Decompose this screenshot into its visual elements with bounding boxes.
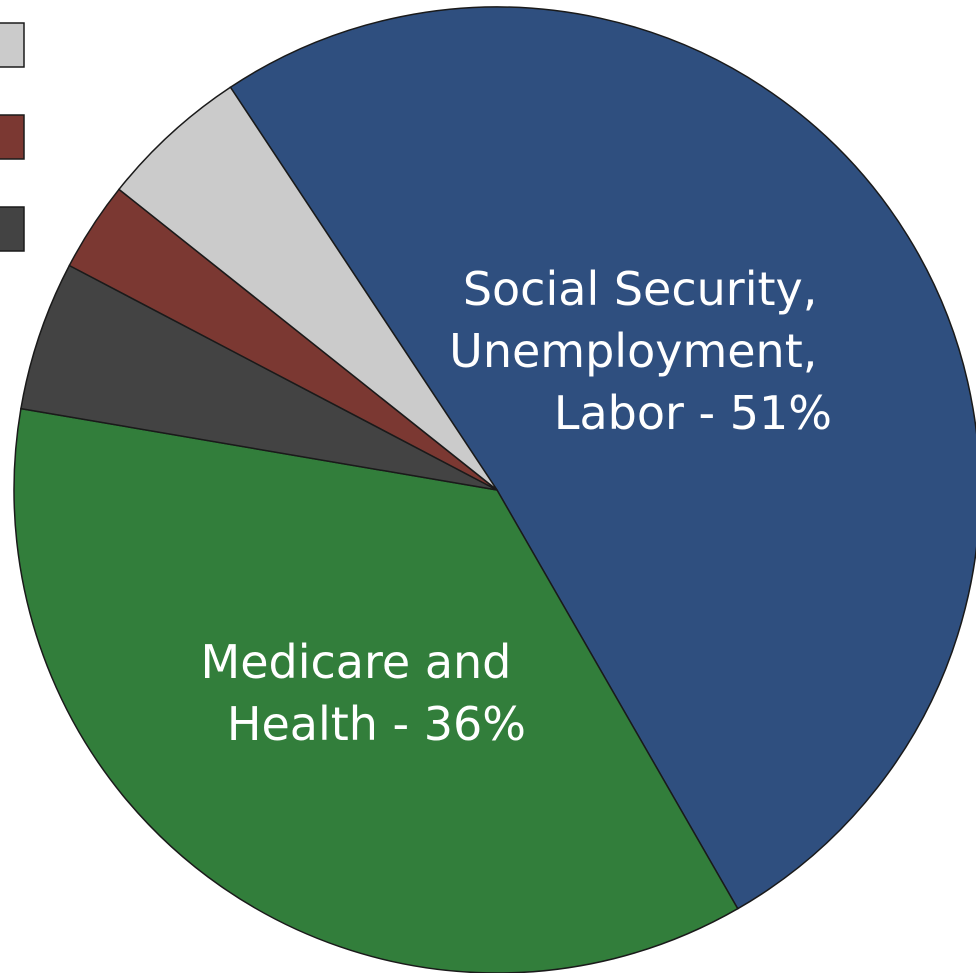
label-medicare: Medicare and Health - 36%: [201, 635, 526, 751]
slice-medicare: [13, 407, 739, 973]
slice-social-security: [229, 6, 976, 910]
legend-swatch-dark-gray: [0, 206, 25, 252]
label-social-security-line-2: Unemployment,: [449, 324, 817, 378]
label-social-security-line-1: Social Security,: [463, 262, 818, 316]
slice-light-gray: [117, 86, 498, 491]
label-social-security: Social Security, Unemployment, Labor - 5…: [449, 262, 832, 440]
legend: [0, 22, 25, 252]
label-medicare-line-1: Medicare and: [201, 635, 512, 689]
slice-labels: Social Security, Unemployment, Labor - 5…: [201, 262, 832, 751]
label-medicare-line-2: Health - 36%: [227, 697, 526, 751]
pie-slices: [13, 6, 976, 973]
legend-swatch-red: [0, 114, 25, 160]
label-social-security-line-3: Labor - 51%: [554, 386, 832, 440]
slice-dark-gray: [20, 264, 498, 491]
legend-swatch-light-gray: [0, 22, 25, 68]
